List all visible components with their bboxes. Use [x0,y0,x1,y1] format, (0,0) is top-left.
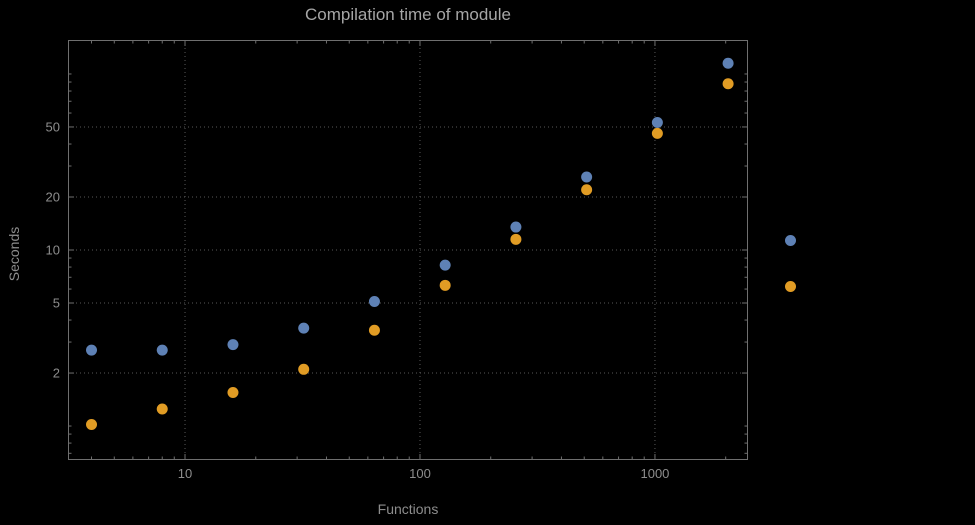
y-axis-label: Seconds [6,226,22,282]
point-series-1-blue [722,57,734,69]
y-tick-label: 10 [46,243,60,258]
point-series-1-blue [439,259,451,271]
x-tick-label: 1000 [640,466,669,481]
point-series-2-orange [510,233,522,245]
point-series-2-orange [298,363,310,375]
legend-marker-series-2 [785,281,796,292]
point-series-1-blue [86,344,98,356]
point-series-1-blue [651,117,663,129]
x-tick-label: 10 [178,466,192,481]
y-tick-label: 50 [46,119,60,134]
point-series-1-blue [227,339,239,351]
legend-marker-series-1 [785,235,796,246]
point-series-1-blue [368,295,380,307]
point-series-2-orange [439,279,451,291]
y-tick-label: 2 [53,366,60,381]
point-series-2-orange [581,184,593,196]
point-series-2-orange [227,387,239,399]
x-axis-label: Functions [377,501,439,517]
y-tick-label: 20 [46,190,60,205]
point-series-1-blue [298,322,310,334]
point-series-2-orange [156,403,168,415]
chart-title: Compilation time of module [305,5,511,24]
point-series-2-orange [722,78,734,90]
point-series-2-orange [86,419,98,431]
point-series-1-blue [156,344,168,356]
point-series-2-orange [368,324,380,336]
point-series-1-blue [581,171,593,183]
point-series-2-orange [651,127,663,139]
point-series-1-blue [510,221,522,233]
x-tick-label: 100 [409,466,431,481]
y-tick-label: 5 [53,295,60,310]
